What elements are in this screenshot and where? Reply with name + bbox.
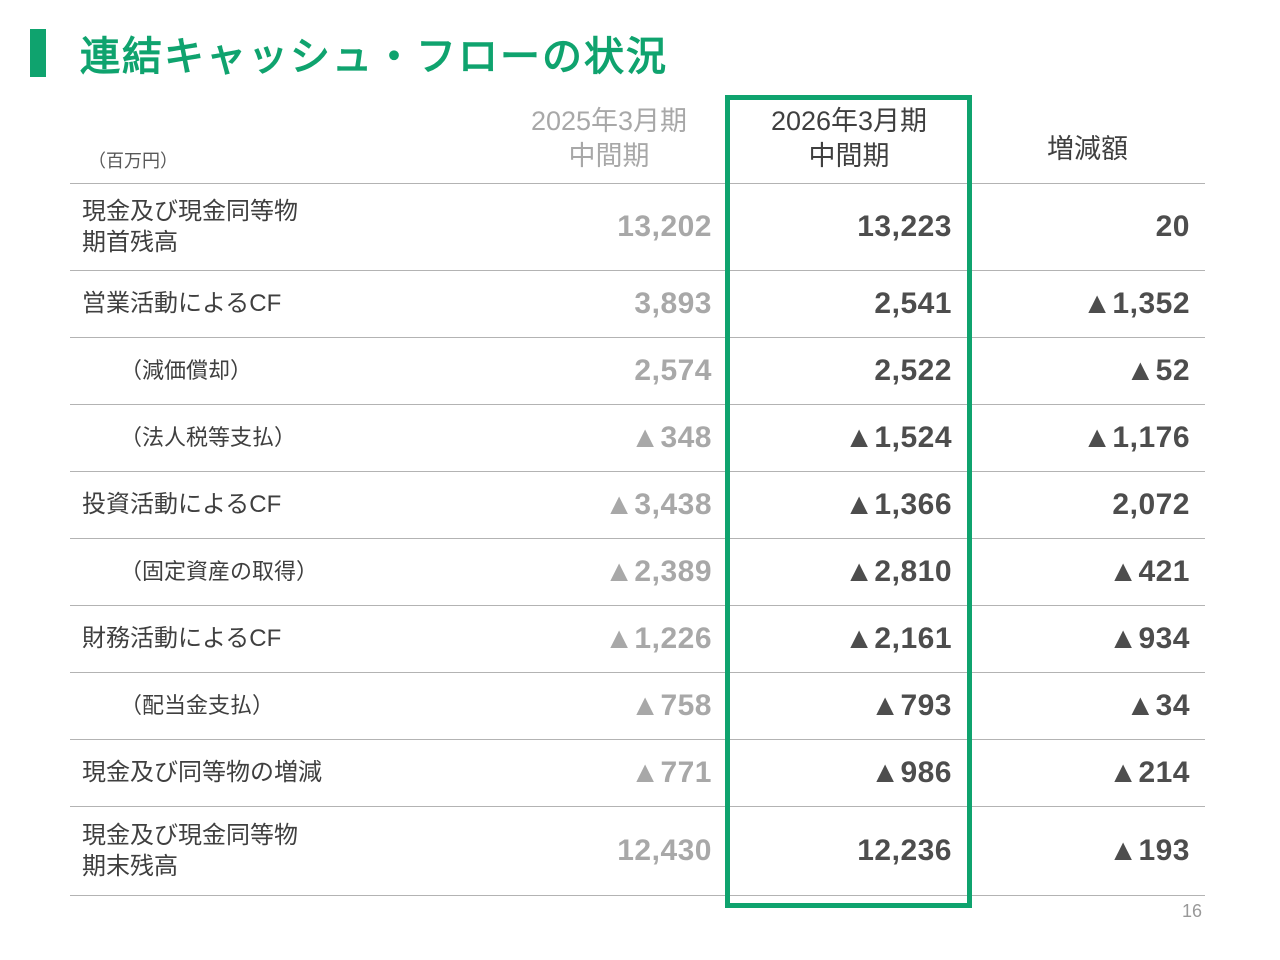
table-row: （法人税等支払） ▲348 ▲1,524 ▲1,176 [70, 404, 1205, 471]
value-diff: 2,072 [1112, 488, 1190, 521]
unit-label: （百万円） [88, 151, 178, 171]
value-2025: ▲1,226 [604, 622, 712, 655]
value-2025: ▲3,438 [604, 488, 712, 521]
value-2025: ▲2,389 [604, 555, 712, 588]
row-label: 営業活動によるCF [82, 290, 282, 318]
value-diff: ▲214 [1108, 756, 1190, 789]
value-2026: ▲793 [870, 689, 952, 722]
title-block: 連結キャッシュ・フローの状況 [30, 24, 668, 82]
value-2026: ▲2,810 [844, 555, 952, 588]
header-diff: 増減額 [1047, 133, 1128, 164]
value-2026: ▲1,524 [844, 421, 952, 454]
table-row: 財務活動によるCF ▲1,226 ▲2,161 ▲934 [70, 605, 1205, 672]
table-row: 投資活動によるCF ▲3,438 ▲1,366 2,072 [70, 471, 1205, 538]
title-accent-bar [30, 29, 46, 77]
row-label: 現金及び現金同等物 期末残高 [82, 821, 298, 880]
table-row: （配当金支払） ▲758 ▲793 ▲34 [70, 672, 1205, 739]
value-2026: ▲2,161 [844, 622, 952, 655]
value-2026: 13,223 [857, 210, 952, 243]
header-2026: 2026年3月期 中間期 [770, 105, 928, 171]
value-2026: 12,236 [857, 834, 952, 867]
value-2026: 2,522 [874, 354, 952, 387]
value-diff: ▲193 [1108, 834, 1190, 867]
value-2025: 12,430 [617, 834, 712, 867]
value-2026: ▲1,366 [844, 488, 952, 521]
table-row: 営業活動によるCF 3,893 2,541 ▲1,352 [70, 270, 1205, 337]
table-row: （固定資産の取得） ▲2,389 ▲2,810 ▲421 [70, 538, 1205, 605]
value-2026: 2,541 [874, 287, 952, 320]
value-2026: ▲986 [870, 756, 952, 789]
table-row: （減価償却） 2,574 2,522 ▲52 [70, 337, 1205, 404]
value-2025: ▲771 [630, 756, 712, 789]
value-diff: 20 [1155, 210, 1190, 243]
value-2025: ▲348 [630, 421, 712, 454]
value-diff: ▲421 [1108, 555, 1190, 588]
row-label: 投資活動によるCF [82, 491, 282, 519]
cashflow-table: （百万円） 2025年3月期 中間期 2026年3月期 中間期 増減額 現金及び… [70, 95, 1205, 908]
table-row: 現金及び現金同等物 期首残高 13,202 13,223 20 [70, 183, 1205, 270]
value-diff: ▲1,176 [1082, 421, 1190, 454]
value-2025: 13,202 [617, 210, 712, 243]
value-diff: ▲52 [1125, 354, 1190, 387]
row-label: 財務活動によるCF [82, 625, 282, 653]
row-label: 現金及び現金同等物 期首残高 [82, 197, 298, 256]
row-label: （固定資産の取得） [120, 558, 319, 584]
value-2025: 3,893 [634, 287, 712, 320]
table-row: 現金及び同等物の増減 ▲771 ▲986 ▲214 [70, 739, 1205, 806]
value-diff: ▲934 [1108, 622, 1190, 655]
row-label: 現金及び同等物の増減 [82, 759, 322, 787]
value-2025: 2,574 [634, 354, 712, 387]
table-row: 現金及び現金同等物 期末残高 12,430 12,236 ▲193 [70, 806, 1205, 896]
page-number: 16 [1181, 901, 1202, 921]
table-header-row: （百万円） 2025年3月期 中間期 2026年3月期 中間期 増減額 [70, 95, 1205, 183]
row-label: （法人税等支払） [120, 424, 297, 450]
header-2025: 2025年3月期 中間期 [530, 105, 688, 171]
row-label: （配当金支払） [120, 692, 275, 718]
page-title: 連結キャッシュ・フローの状況 [80, 35, 668, 79]
value-diff: ▲1,352 [1082, 287, 1190, 320]
value-2025: ▲758 [630, 689, 712, 722]
row-label: （減価償却） [120, 357, 253, 383]
value-diff: ▲34 [1125, 689, 1190, 722]
